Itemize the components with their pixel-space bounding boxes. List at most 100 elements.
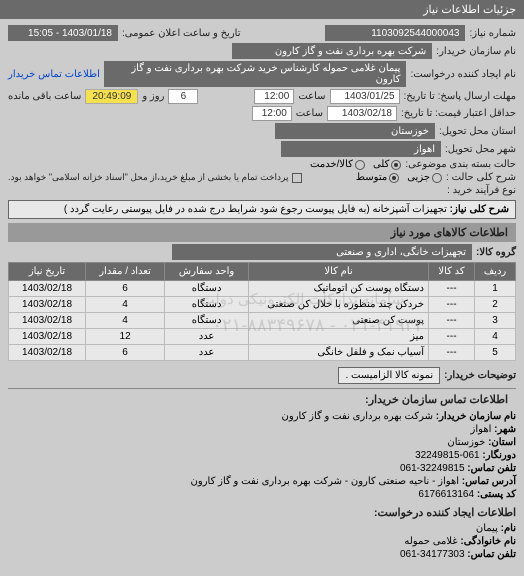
page-header: جزئیات اطلاعات نیاز xyxy=(0,0,524,19)
table-cell: --- xyxy=(429,313,475,329)
info-city: شهر: اهواز xyxy=(8,424,516,435)
row-package: حالت بسته بندی موضوعی: کلی کالا/خدمت xyxy=(8,159,516,170)
info-phone2: تلفن تماس: 34177303-061 xyxy=(8,549,516,560)
detail-opt-1[interactable]: متوسط xyxy=(356,172,399,183)
table-cell: 4 xyxy=(86,313,165,329)
city-label: شهر محل تحویل: xyxy=(445,144,516,155)
buyer-note-value: نمونه کالا الزامیست . xyxy=(338,367,440,384)
province-value: خوزستان xyxy=(275,123,435,139)
time-label-2: ساعت xyxy=(296,108,323,119)
detail-opt-0[interactable]: جزیی xyxy=(407,172,442,183)
table-cell: 2 xyxy=(475,297,516,313)
creator-label: نام ایجاد کننده درخواست: xyxy=(410,69,516,80)
remain-days: 6 xyxy=(168,89,198,104)
remain-days-label: روز و xyxy=(142,91,164,102)
contact-section-title: اطلاعات تماس سازمان خریدار: xyxy=(8,388,516,409)
table-cell: 1403/02/18 xyxy=(9,313,86,329)
table-cell: پوست کن صنعتی xyxy=(249,313,429,329)
table-cell: 6 xyxy=(86,281,165,297)
group-label: گروه کالا: xyxy=(476,247,516,258)
info-fax: دورنگار: 061-32249815 xyxy=(8,450,516,461)
pub-date-value: 1403/01/18 - 15:05 xyxy=(8,25,118,41)
info-province: استان: خوزستان xyxy=(8,437,516,448)
province-label: استان محل تحویل: xyxy=(439,126,516,137)
validity-date: 1403/02/18 xyxy=(327,106,397,121)
table-cell: 12 xyxy=(86,329,165,345)
col-qty: تعداد / مقدار xyxy=(86,263,165,281)
table-cell: 6 xyxy=(86,345,165,361)
table-cell: 3 xyxy=(475,313,516,329)
goods-section-title: اطلاعات کالاهای مورد نیاز xyxy=(8,223,516,242)
table-cell: دستگاه xyxy=(165,281,249,297)
deadline-time: 12:00 xyxy=(254,89,294,104)
table-cell: --- xyxy=(429,297,475,313)
table-cell: میز xyxy=(249,329,429,345)
buyer-note-label: توضیحات خریدار: xyxy=(444,370,516,381)
table-cell: دستگاه xyxy=(165,313,249,329)
col-date: تاریخ نیاز xyxy=(9,263,86,281)
time-label-1: ساعت xyxy=(298,91,325,102)
validity-label: حداقل اعتبار قیمت: تا تاریخ: xyxy=(401,108,516,119)
radio-icon xyxy=(355,160,365,170)
pkg-opt-1[interactable]: کالا/خدمت xyxy=(310,159,365,170)
info-postal: کد پستی: 6176613164 xyxy=(8,489,516,500)
need-title-value: تجهیزات آشپزخانه (به فایل پیوست رجوع شود… xyxy=(64,204,447,215)
info-phone: تلفن تماس: 32249815-061 xyxy=(8,463,516,474)
table-cell: عدد xyxy=(165,329,249,345)
table-cell: دستگاه xyxy=(165,297,249,313)
deadline-date: 1403/01/25 xyxy=(330,89,400,104)
row-creator: نام ایجاد کننده درخواست: پیمان غلامی حمو… xyxy=(8,61,516,87)
buyer-label: نام سازمان خریدار: xyxy=(436,46,516,57)
contact-link[interactable]: اطلاعات تماس خریدار xyxy=(8,69,100,80)
col-row: ردیف xyxy=(475,263,516,281)
row-province: استان محل تحویل: خوزستان xyxy=(8,123,516,139)
remain-label: ساعت باقی مانده xyxy=(8,91,81,102)
table-cell: 4 xyxy=(475,329,516,345)
table-cell: خردکن چند منظوره با خلال کن صنعتی xyxy=(249,297,429,313)
table-cell: --- xyxy=(429,281,475,297)
detail-label: شرح کلی حالت : xyxy=(446,172,516,183)
process-label: نوع فرآیند خرید : xyxy=(447,185,516,196)
table-cell: 1403/02/18 xyxy=(9,345,86,361)
table-row: 1---دستگاه پوست کن اتوماتیکدستگاه61403/0… xyxy=(9,281,516,297)
payment-checkbox[interactable] xyxy=(292,173,302,183)
info-family: نام خانوادگی: غلامی حموله xyxy=(8,536,516,547)
detail-radio-group: جزیی متوسط xyxy=(356,172,442,183)
radio-icon xyxy=(389,173,399,183)
table-cell: 4 xyxy=(86,297,165,313)
table-cell: 1 xyxy=(475,281,516,297)
need-title-label: شرح کلی نیاز: xyxy=(450,204,509,215)
main-panel: شماره نیاز: 1103092544000043 تاریخ و ساع… xyxy=(0,19,524,566)
pkg-label: حالت بسته بندی موضوعی: xyxy=(405,159,516,170)
radio-icon xyxy=(391,160,401,170)
table-cell: آسیاب نمک و فلفل خانگی xyxy=(249,345,429,361)
info-addr: آدرس تماس: اهواز - ناحیه صنعتی کارون - ش… xyxy=(8,476,516,487)
table-row: 5---آسیاب نمک و فلفل خانگیعدد61403/02/18 xyxy=(9,345,516,361)
row-process: نوع فرآیند خرید : xyxy=(8,185,516,196)
row-validity: حداقل اعتبار قیمت: تا تاریخ: 1403/02/18 … xyxy=(8,106,516,121)
creator-value: پیمان غلامی حموله کارشناس خرید شرکت بهره… xyxy=(104,61,407,87)
table-header-row: ردیف کد کالا نام کالا واحد سفارش تعداد /… xyxy=(9,263,516,281)
table-cell: 5 xyxy=(475,345,516,361)
row-buyer-note: توضیحات خریدار: نمونه کالا الزامیست . xyxy=(8,367,516,384)
table-cell: 1403/02/18 xyxy=(9,297,86,313)
table-cell: دستگاه پوست کن اتوماتیک xyxy=(249,281,429,297)
pkg-opt-0[interactable]: کلی xyxy=(373,159,401,170)
radio-icon xyxy=(432,173,442,183)
col-unit: واحد سفارش xyxy=(165,263,249,281)
info-name: نام: پیمان xyxy=(8,523,516,534)
remain-time: 20:49:09 xyxy=(85,89,138,104)
group-value: تجهیزات خانگی، اداری و صنعتی xyxy=(172,244,472,260)
need-number-value: 1103092544000043 xyxy=(325,25,465,41)
row-city: شهر محل تحویل: اهواز xyxy=(8,141,516,157)
table-row: 2---خردکن چند منظوره با خلال کن صنعتیدست… xyxy=(9,297,516,313)
city-value: اهواز xyxy=(281,141,441,157)
table-cell: عدد xyxy=(165,345,249,361)
pub-date-label: تاریخ و ساعت اعلان عمومی: xyxy=(122,28,241,39)
deadline-label: مهلت ارسال پاسخ: تا تاریخ: xyxy=(404,91,516,102)
payment-note: پرداخت تمام یا بخشی از مبلغ خرید،از محل … xyxy=(8,172,288,183)
table-cell: 1403/02/18 xyxy=(9,281,86,297)
req-contact-section-title: اطلاعات ایجاد کننده درخواست: xyxy=(8,504,516,521)
pkg-radio-group: کلی کالا/خدمت xyxy=(310,159,401,170)
table-cell: 1403/02/18 xyxy=(9,329,86,345)
